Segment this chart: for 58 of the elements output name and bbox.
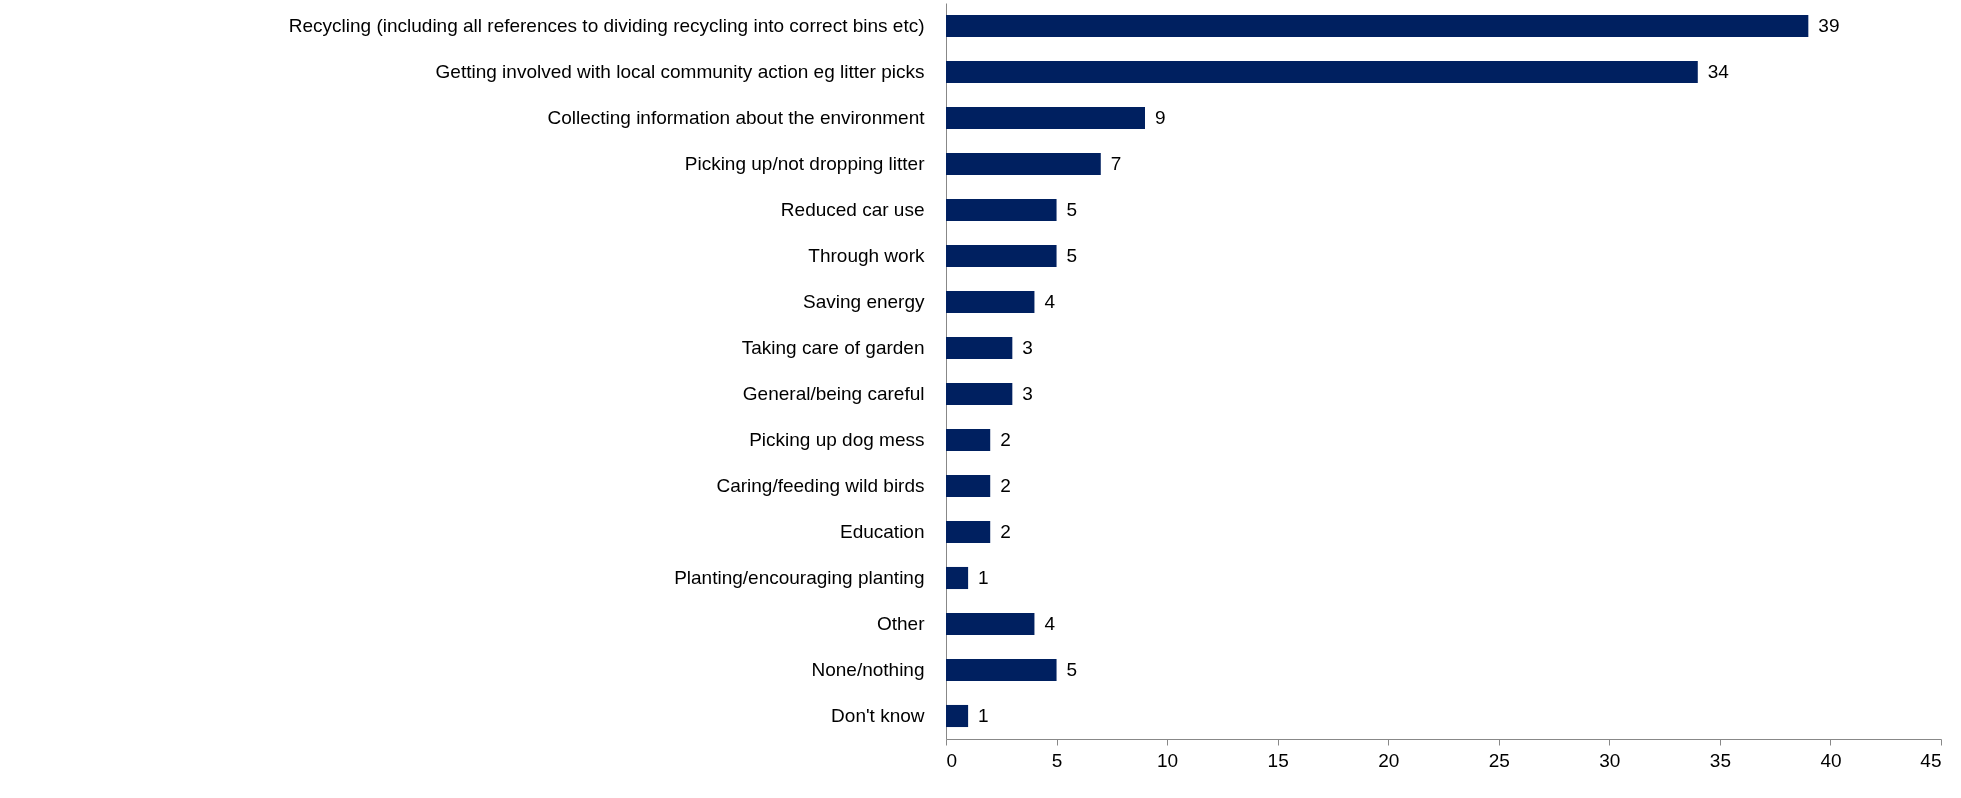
bar (946, 704, 969, 728)
data-label: 3 (1022, 383, 1033, 404)
bar (946, 152, 1101, 176)
data-label: 1 (978, 567, 989, 588)
bar (946, 428, 991, 452)
x-tick-label: 25 (1488, 749, 1510, 771)
y-tick-label: Taking care of garden (741, 337, 925, 358)
x-tick-label: 10 (1157, 749, 1179, 771)
data-label: 7 (1110, 153, 1122, 174)
y-tick-label: None/nothing (811, 659, 925, 680)
bar (946, 244, 1057, 268)
data-label: 2 (1000, 429, 1011, 450)
y-tick-label: Planting/encouraging planting (674, 567, 925, 588)
data-label: 5 (1066, 245, 1078, 266)
data-label: 39 (1818, 15, 1840, 36)
data-label: 4 (1044, 291, 1056, 312)
y-tick-label: Through work (808, 245, 925, 266)
y-tick-label: Education (839, 521, 925, 542)
bar (946, 336, 1013, 360)
bar (946, 290, 1035, 314)
x-tick-label: 30 (1599, 749, 1621, 771)
y-tick-label: Picking up dog mess (749, 429, 925, 450)
bar (946, 520, 991, 544)
data-label: 5 (1066, 199, 1078, 220)
bar (946, 658, 1057, 682)
y-tick-label: Picking up/not dropping litter (684, 153, 926, 174)
x-tick-label: 45 (1920, 749, 1942, 771)
y-tick-label: Recycling (including all references to dividing recycling into correct bins etc) (288, 15, 925, 36)
bar (946, 474, 991, 498)
bar (946, 60, 1698, 84)
bar (946, 106, 1145, 130)
bar (946, 566, 969, 590)
data-label: 4 (1044, 613, 1056, 634)
y-tick-label: Getting involved with local community action eg litter picks (435, 61, 925, 82)
y-tick-label: Other (876, 613, 926, 634)
bar (946, 382, 1013, 406)
data-label: 1 (978, 705, 989, 726)
x-tick-label: 15 (1267, 749, 1289, 771)
data-label: 34 (1707, 61, 1730, 82)
data-label: 9 (1155, 107, 1166, 128)
x-tick-label: 35 (1709, 749, 1731, 771)
x-tick-label: 40 (1820, 749, 1842, 771)
data-label: 5 (1066, 659, 1078, 680)
data-label: 2 (1000, 475, 1011, 496)
y-tick-label: Caring/feeding wild birds (716, 475, 925, 496)
y-tick-label: Saving energy (803, 291, 925, 312)
bar (946, 14, 1809, 38)
y-tick-label: Reduced car use (780, 199, 925, 220)
x-tick-label: 20 (1378, 749, 1400, 771)
bar (946, 198, 1057, 222)
bar (946, 612, 1035, 636)
data-label: 2 (1000, 521, 1011, 542)
x-tick-label: 5 (1051, 749, 1063, 771)
y-tick-label: General/being careful (742, 383, 925, 404)
y-tick-label: Collecting information about the environment (547, 107, 926, 128)
x-tick-label: 0 (946, 749, 958, 771)
y-tick-label: Don't know (831, 705, 925, 726)
data-label: 3 (1022, 337, 1033, 358)
